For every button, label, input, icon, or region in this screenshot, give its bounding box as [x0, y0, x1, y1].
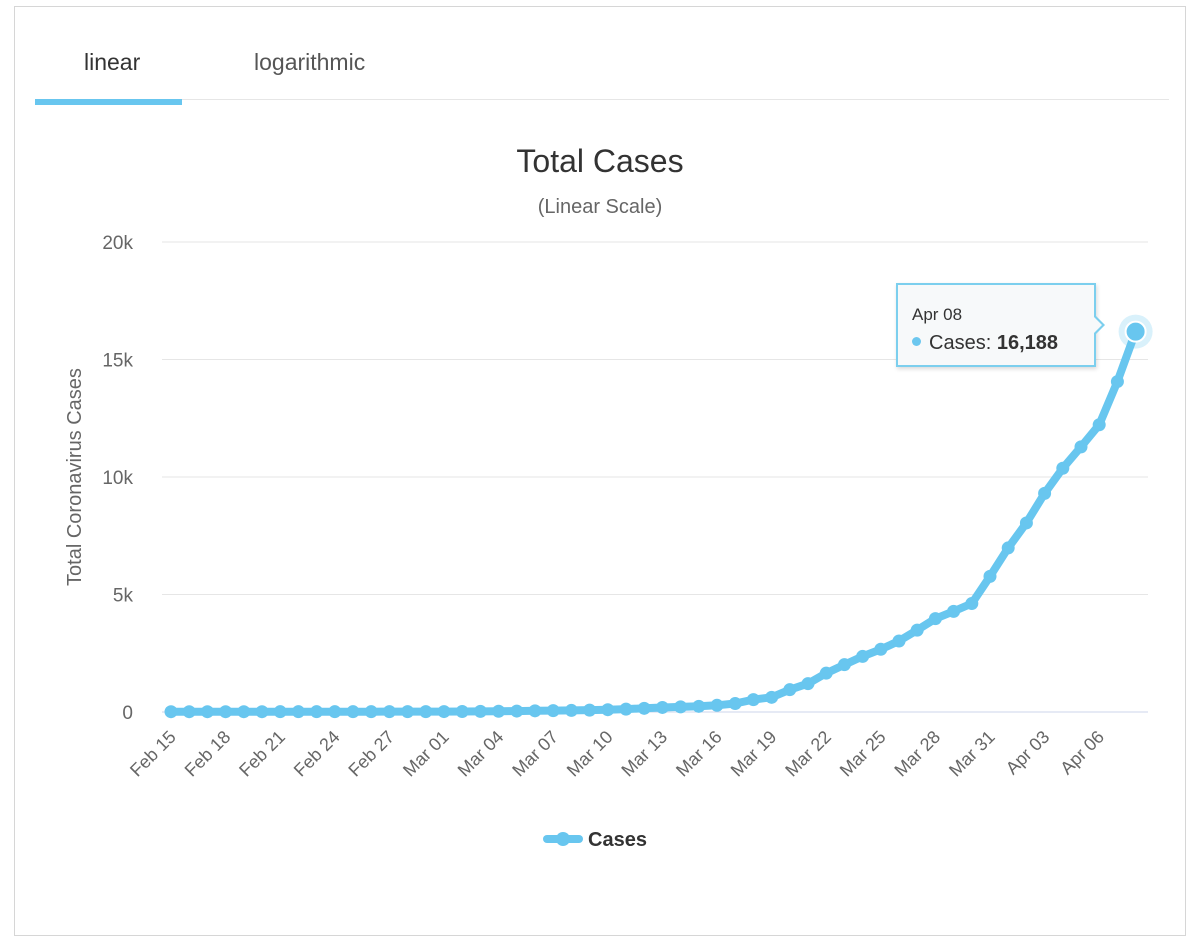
x-tick-label: Mar 10	[563, 727, 617, 781]
data-point[interactable]	[200, 705, 214, 719]
data-tooltip: Apr 08 Cases: 16,188	[896, 283, 1105, 367]
data-point[interactable]	[437, 705, 451, 719]
data-point[interactable]	[255, 705, 269, 719]
data-point[interactable]	[546, 704, 560, 718]
data-point[interactable]	[1001, 541, 1015, 555]
tab-bar: linear logarithmic	[35, 7, 1169, 100]
legend-marker-icon	[556, 832, 570, 846]
data-point[interactable]	[746, 693, 760, 707]
data-point[interactable]	[273, 705, 287, 719]
active-tab-indicator	[35, 99, 182, 105]
data-point[interactable]	[473, 704, 487, 718]
x-tick-label: Mar 22	[781, 727, 835, 781]
data-point[interactable]	[983, 569, 997, 583]
series-line-cases	[167, 327, 1140, 716]
data-point[interactable]	[947, 604, 961, 618]
data-point[interactable]	[219, 705, 233, 719]
legend-label: Cases	[588, 829, 647, 851]
x-tick-label: Apr 03	[1002, 727, 1054, 779]
data-point[interactable]	[874, 642, 888, 656]
data-point[interactable]	[310, 705, 324, 719]
data-point[interactable]	[419, 705, 433, 719]
data-point[interactable]	[637, 701, 651, 715]
x-tick-label: Mar 04	[454, 727, 508, 781]
tab-linear[interactable]: linear	[84, 49, 141, 75]
data-point[interactable]	[783, 683, 797, 697]
data-point[interactable]	[364, 705, 378, 719]
tooltip-series-dot-icon	[912, 337, 921, 347]
data-point[interactable]	[455, 705, 469, 719]
data-point[interactable]	[601, 703, 615, 717]
data-point[interactable]	[1056, 461, 1070, 475]
data-point[interactable]	[856, 649, 870, 663]
x-tick-label: Mar 01	[399, 727, 453, 781]
data-point[interactable]	[528, 704, 542, 718]
data-point[interactable]	[692, 699, 706, 713]
data-point[interactable]	[765, 690, 779, 704]
x-tick-label: Apr 06	[1056, 727, 1108, 779]
tooltip-series-name: Cases	[929, 332, 986, 354]
x-tick-label: Feb 18	[181, 727, 235, 781]
x-tick-label: Mar 31	[945, 727, 999, 781]
chart-frame: linear logarithmic	[14, 6, 1186, 936]
x-tick-label: Feb 27	[344, 727, 398, 781]
x-tick-label: Feb 21	[235, 727, 289, 781]
data-point[interactable]	[837, 658, 851, 672]
tab-logarithmic[interactable]: logarithmic	[254, 49, 366, 75]
x-tick-label: Mar 19	[727, 727, 781, 781]
data-point[interactable]	[819, 666, 833, 680]
y-axis-title: Total Coronavirus Cases	[64, 368, 86, 586]
tooltip-row: Cases: 16,188	[912, 332, 1058, 355]
y-tick-label: 10k	[102, 468, 133, 489]
data-point[interactable]	[1019, 516, 1033, 530]
data-point[interactable]	[801, 677, 815, 691]
x-tick-label: Mar 25	[836, 727, 890, 781]
x-tick-label: Mar 13	[617, 727, 671, 781]
tooltip-value: 16,188	[996, 332, 1058, 354]
data-point[interactable]	[1110, 375, 1124, 389]
tooltip-separator: :	[985, 332, 992, 354]
y-tick-label: 20k	[102, 233, 133, 254]
data-point[interactable]	[291, 705, 305, 719]
data-point[interactable]	[728, 697, 742, 711]
tooltip-date: Apr 08	[912, 305, 963, 324]
data-point[interactable]	[674, 700, 688, 714]
data-point[interactable]	[655, 700, 669, 714]
chart-subtitle: (Linear Scale)	[538, 196, 663, 218]
data-point[interactable]	[583, 703, 597, 717]
data-point[interactable]	[1092, 418, 1106, 432]
data-point[interactable]	[328, 705, 342, 719]
data-point[interactable]	[492, 704, 506, 718]
x-tick-label: Feb 24	[290, 727, 344, 781]
data-point[interactable]	[910, 623, 924, 637]
data-point[interactable]	[182, 705, 196, 719]
data-point[interactable]	[928, 612, 942, 626]
x-tick-label: Mar 07	[508, 727, 562, 781]
y-tick-label: 5k	[113, 586, 134, 607]
data-point[interactable]	[965, 597, 979, 611]
data-point[interactable]	[510, 704, 524, 718]
data-point[interactable]	[237, 705, 251, 719]
x-tick-label: Mar 28	[890, 727, 944, 781]
legend[interactable]: Cases	[543, 829, 647, 851]
x-tick-label: Feb 15	[126, 727, 180, 781]
y-tick-label: 0	[122, 703, 133, 724]
chart-title: Total Cases	[516, 143, 683, 179]
x-tick-label: Mar 16	[672, 727, 726, 781]
data-point[interactable]	[382, 705, 396, 719]
data-point[interactable]	[892, 634, 906, 648]
data-point[interactable]	[164, 705, 178, 719]
y-tick-label: 15k	[102, 351, 133, 372]
data-point[interactable]	[1124, 320, 1147, 343]
data-point[interactable]	[564, 703, 578, 717]
data-point[interactable]	[1038, 486, 1052, 500]
data-point[interactable]	[401, 705, 415, 719]
data-point[interactable]	[710, 698, 724, 712]
data-point[interactable]	[1074, 440, 1088, 454]
data-point[interactable]	[346, 705, 360, 719]
data-point[interactable]	[619, 702, 633, 716]
